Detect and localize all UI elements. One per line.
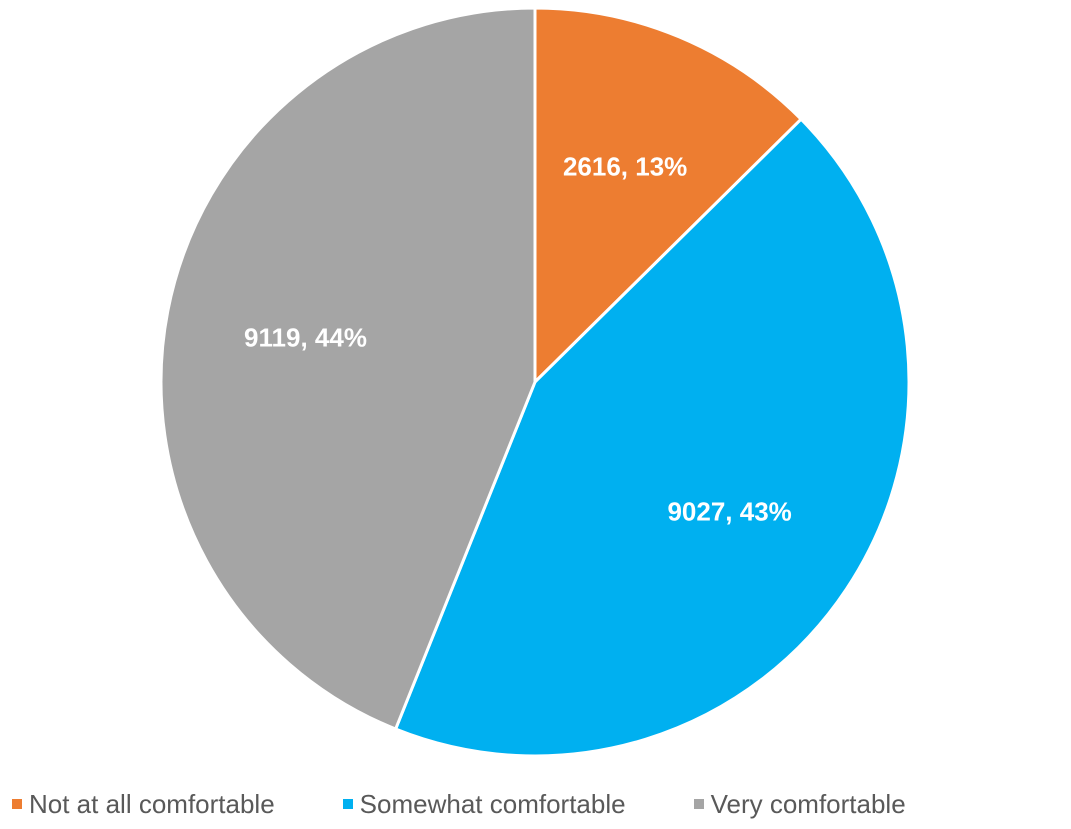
pie-slice-very-comfortable (159, 6, 537, 731)
legend-item-very-comfortable: Very comfortable (693, 788, 906, 820)
legend-swatch-somewhat-comfortable (342, 799, 353, 809)
pie-slices (159, 6, 911, 758)
legend-label-somewhat-comfortable: Somewhat comfortable (359, 788, 626, 819)
pie-slice-somewhat-comfortable (394, 117, 911, 758)
legend-item-somewhat-comfortable: Somewhat comfortable (342, 788, 626, 820)
legend-label-not-at-all-comfortable: Not at all comfortable (29, 788, 275, 819)
legend-swatch-very-comfortable (693, 799, 704, 809)
data-label-not-at-all-comfortable: 2616, 13% (563, 151, 687, 181)
pie-data-labels: 2616, 13% 9027, 43% 9119, 44% (244, 151, 792, 526)
legend-label-very-comfortable: Very comfortable (710, 788, 906, 819)
data-label-very-comfortable: 9119, 44% (244, 323, 367, 353)
legend-swatch-not-at-all-comfortable (12, 799, 22, 809)
pie-slice-not-at-all-comfortable (533, 6, 803, 384)
legend-item-not-at-all-comfortable: Not at all comfortable (12, 789, 275, 820)
data-label-somewhat-comfortable: 9027, 43% (667, 496, 791, 526)
pie-chart: 2616, 13% 9027, 43% 9119, 44% (159, 6, 911, 758)
chart-legend: Not at all comfortable Somewhat comfortab… (12, 784, 1071, 824)
